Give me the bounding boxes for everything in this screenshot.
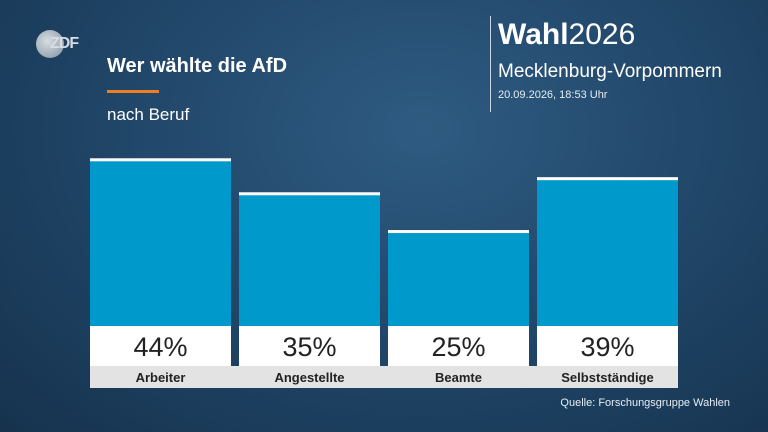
title-accent-line [107, 90, 159, 93]
category-label: Angestellte [274, 370, 344, 385]
brand-wahl: Wahl [498, 18, 569, 51]
category-label: Arbeiter [136, 370, 186, 385]
zdf-logo: ZDF [36, 30, 86, 58]
value-box [239, 326, 380, 366]
source-note: Quelle: Forschungsgruppe Wahlen [560, 397, 730, 409]
bar-top-marker [388, 230, 529, 234]
bar-beamte [388, 231, 529, 326]
election-brand: Wahl2026 [498, 20, 635, 50]
bar-top-marker [90, 158, 231, 162]
category-box [90, 366, 239, 388]
bar-selbstständige [537, 178, 678, 326]
data-label: 39% [580, 332, 634, 362]
value-box [537, 326, 678, 366]
brand-year: 2026 [568, 18, 636, 51]
category-box [529, 366, 678, 388]
timestamp: 20.09.2026, 18:53 Uhr [498, 89, 608, 101]
bar-top-marker [537, 177, 678, 181]
bar-arbeiter [90, 159, 231, 326]
chart-title: Wer wählte die AfD [107, 55, 288, 77]
data-label: 44% [133, 332, 187, 362]
category-box [231, 366, 388, 388]
chart-subtitle: nach Beruf [107, 105, 190, 124]
category-label: Beamte [435, 370, 482, 385]
bar-top-marker [239, 192, 380, 196]
region-name: Mecklenburg-Vorpommern [498, 61, 722, 82]
header-divider [490, 16, 491, 112]
value-box [388, 326, 529, 366]
category-label: Selbstständige [561, 370, 653, 385]
value-box [90, 326, 231, 366]
category-box [380, 366, 537, 388]
zdf-logo-text: ZDF [50, 35, 79, 52]
data-label: 25% [431, 332, 485, 362]
zdf-logo-disc-icon [36, 30, 64, 58]
data-label: 35% [282, 332, 336, 362]
bar-angestellte [239, 193, 380, 326]
